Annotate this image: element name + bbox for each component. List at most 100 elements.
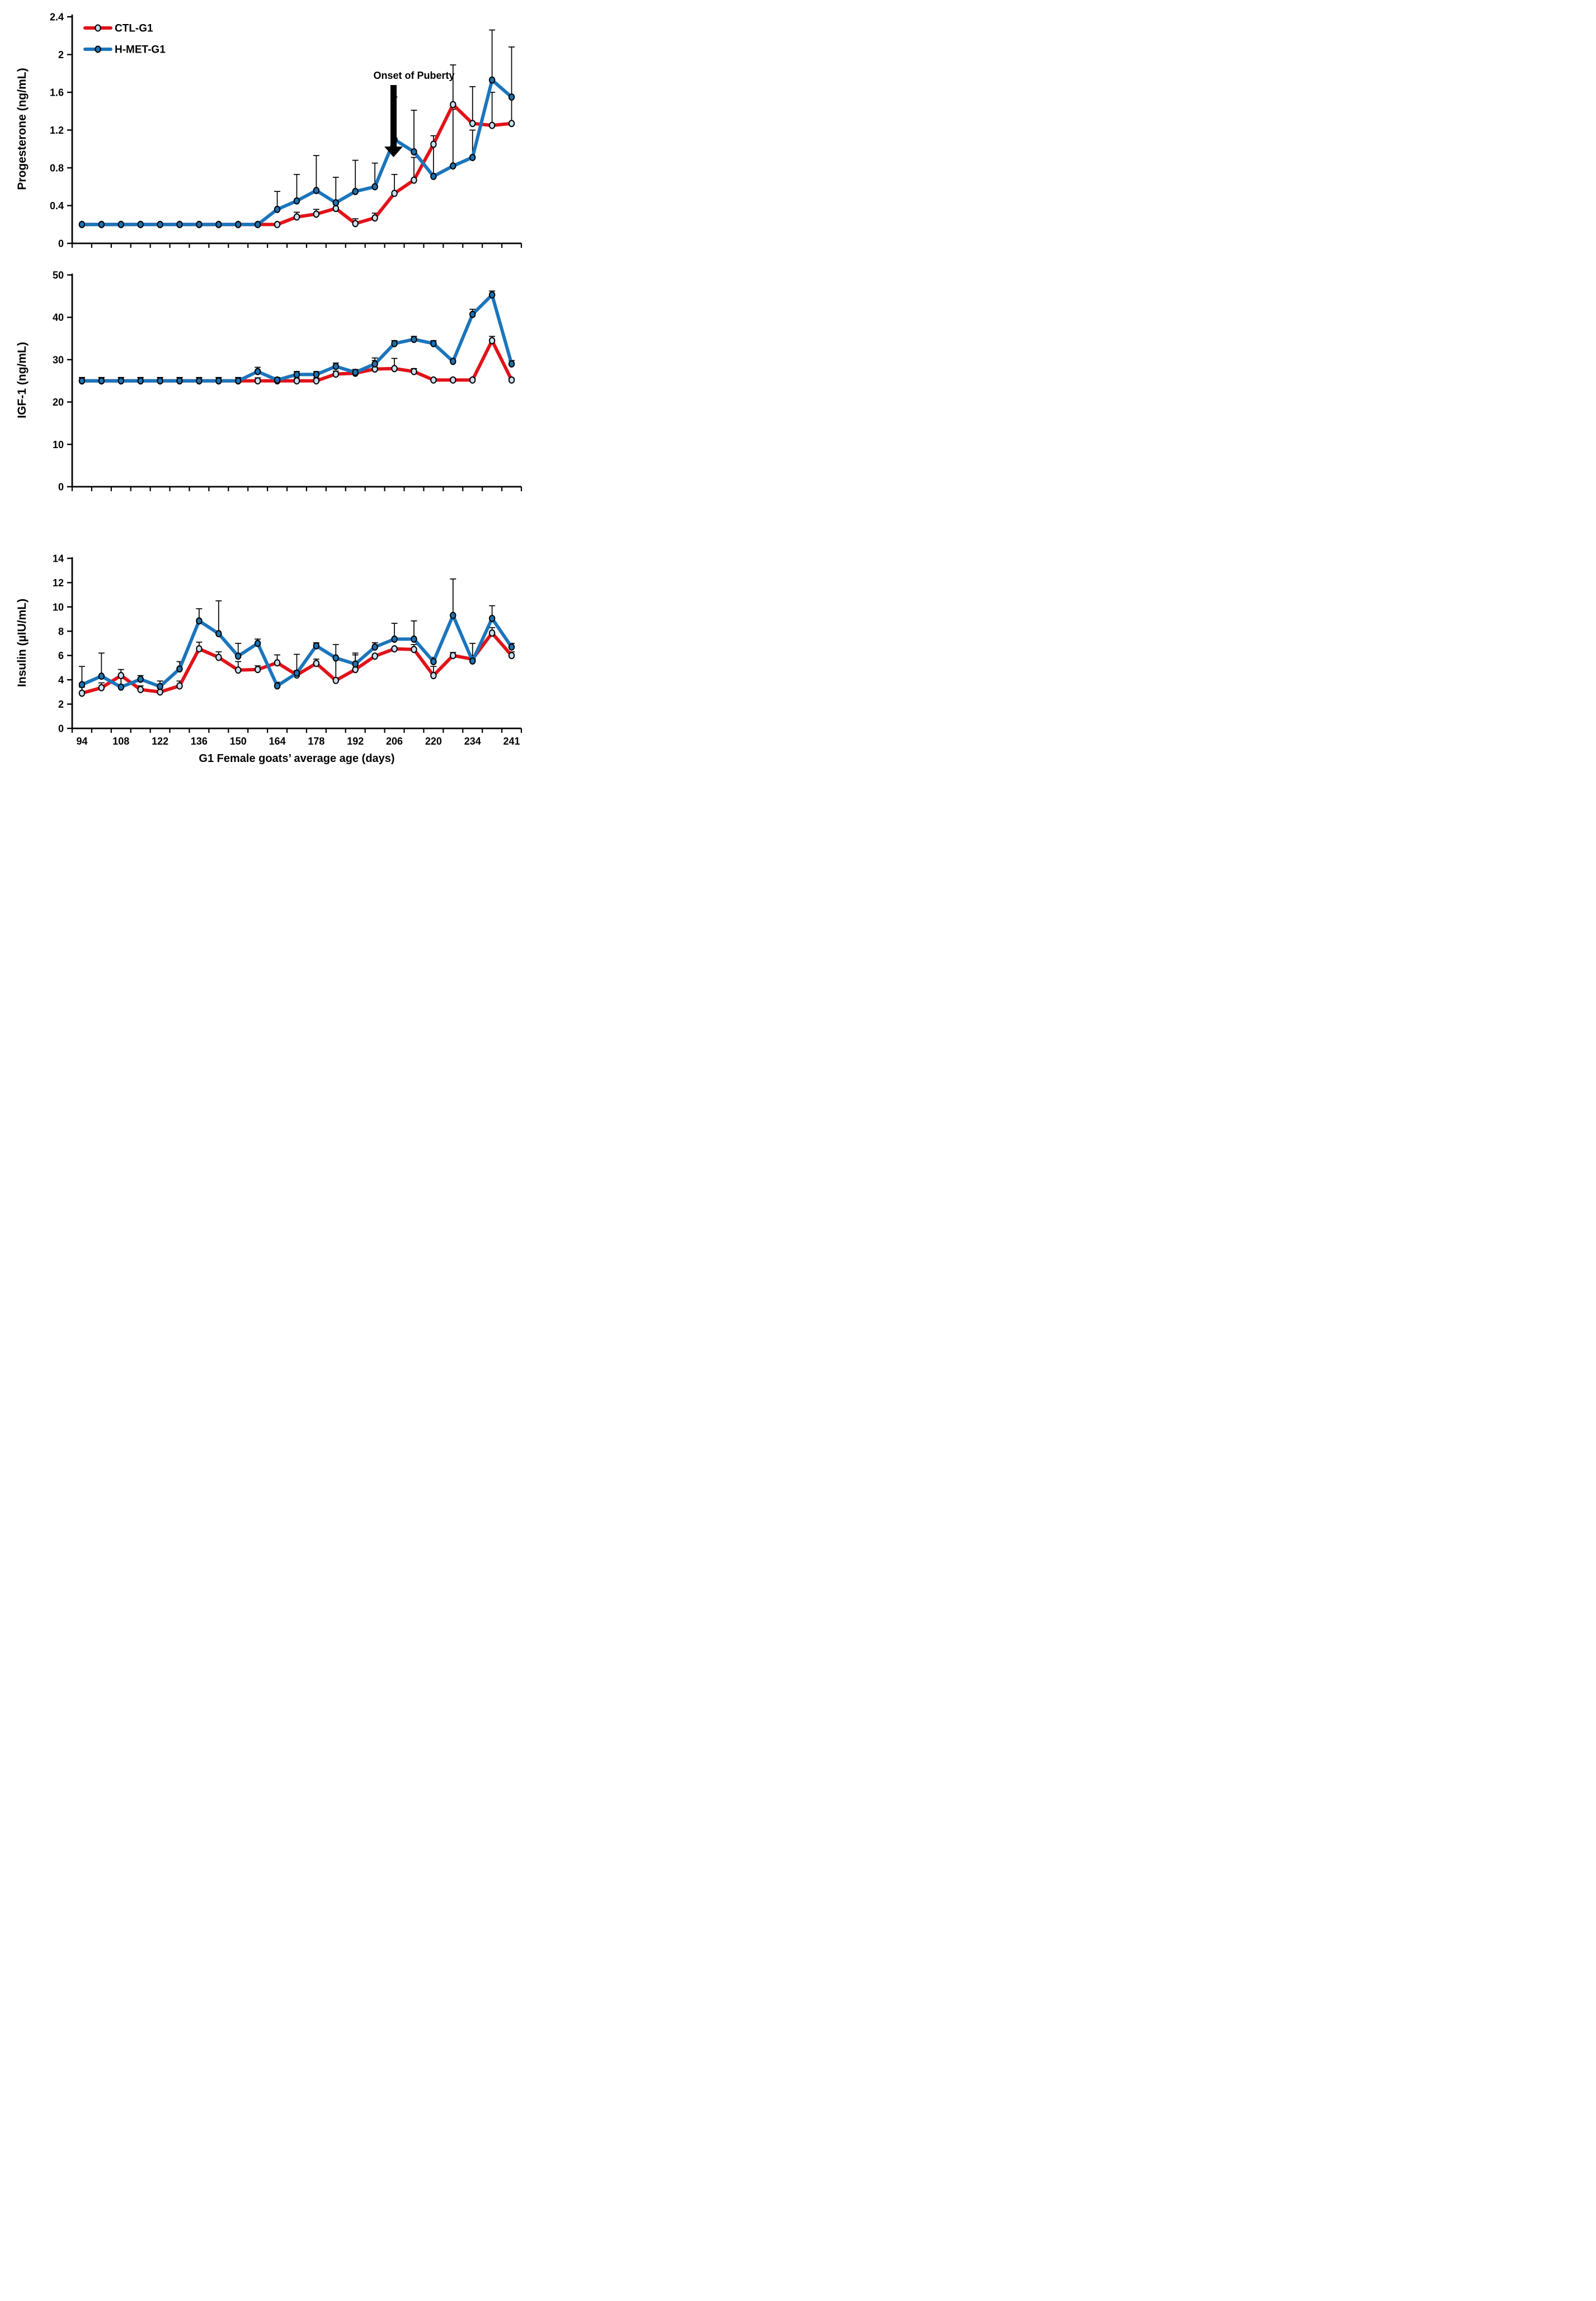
data-point-marker	[293, 370, 300, 378]
chart-canvas: 0 0.4 0.8 1.2 1.6 2 2.4 Progesterone (ng/mL) 0 10…	[16, 12, 522, 765]
data-point-marker	[411, 635, 417, 643]
down-arrow-stem	[390, 85, 397, 148]
data-point-marker	[157, 377, 163, 385]
x-tick-label: 241	[503, 736, 520, 747]
data-point-marker	[430, 172, 437, 180]
data-point-marker	[78, 681, 86, 689]
y-tick-label: 1.2	[50, 125, 64, 136]
x-axis-title: G1 Female goats’ average age (days)	[199, 752, 394, 765]
data-point-marker	[430, 658, 437, 666]
data-point-marker	[157, 683, 163, 690]
x-tick-label: 122	[152, 736, 168, 747]
data-point-marker	[313, 370, 320, 378]
three-panel-hormone-chart: 0 0.4 0.8 1.2 1.6 2 2.4 Progesterone (ng/mL) 0 10…	[0, 0, 532, 767]
ctl-g1-markers	[78, 101, 515, 228]
ctl-g1-legend-marker	[95, 24, 101, 32]
data-point-marker	[352, 220, 359, 228]
y-tick-label: 40	[53, 312, 64, 323]
y-tick-label: 0.4	[50, 200, 64, 211]
data-point-marker	[293, 669, 300, 677]
annotation-text: Onset of Puberty	[373, 70, 454, 81]
legend: CTL-G1 H-MET-G1	[83, 23, 166, 56]
data-point-marker	[254, 368, 261, 375]
data-point-marker	[508, 643, 515, 651]
h-met-g1-error-bars	[78, 578, 515, 688]
data-point-marker	[450, 376, 456, 384]
y-tick-label: 50	[53, 270, 64, 281]
x-tick-label: 164	[269, 736, 286, 747]
data-point-marker	[98, 684, 105, 691]
data-point-marker	[235, 377, 242, 385]
x-tick-label: 94	[76, 736, 87, 747]
data-point-marker	[371, 214, 378, 222]
data-point-marker	[488, 121, 496, 129]
data-point-marker	[391, 635, 398, 643]
data-point-marker	[215, 377, 222, 385]
data-point-marker	[274, 659, 281, 667]
data-point-marker	[332, 654, 340, 662]
x-tick-label: 136	[191, 736, 208, 747]
data-point-marker	[469, 376, 476, 384]
data-point-marker	[137, 377, 144, 385]
data-point-marker	[508, 120, 515, 128]
x-tick-label: 178	[308, 736, 324, 747]
y-tick-label: 0	[58, 238, 64, 250]
data-point-marker	[508, 360, 515, 368]
x-tick-label: 234	[464, 736, 481, 747]
data-point-marker	[430, 140, 437, 148]
data-point-marker	[488, 76, 496, 84]
y-axis-title: Progesterone (ng/mL)	[16, 68, 29, 190]
data-point-marker	[391, 365, 398, 373]
data-point-marker	[508, 93, 515, 101]
data-point-marker	[137, 686, 144, 694]
data-point-marker	[352, 187, 359, 195]
y-tick-label: 0	[58, 723, 64, 735]
data-point-marker	[98, 377, 105, 385]
data-point-marker	[196, 377, 203, 385]
data-point-marker	[430, 340, 437, 347]
panel-igf-1: 0 10 20 30 40 50 IGF-1 (ng/mL)	[16, 270, 522, 493]
x-tick-label: 206	[386, 736, 403, 747]
y-tick-label: 14	[53, 553, 64, 564]
data-point-marker	[254, 377, 261, 385]
y-tick-label: 10	[53, 439, 64, 450]
down-arrow-icon	[384, 147, 403, 157]
y-tick-label: 2	[58, 49, 64, 60]
data-point-marker	[411, 368, 417, 375]
data-point-marker	[98, 220, 105, 228]
data-point-marker	[411, 336, 417, 343]
data-point-marker	[215, 630, 222, 638]
y-tick-label: 12	[53, 577, 64, 589]
axis-lines	[71, 557, 521, 730]
data-point-marker	[254, 220, 261, 228]
data-point-marker	[430, 672, 437, 680]
y-tick-label: 4	[58, 675, 64, 686]
h-met-g1-legend-label: H-MET-G1	[115, 44, 166, 56]
data-point-marker	[117, 672, 124, 680]
data-point-marker	[371, 360, 378, 368]
x-tick-label: 108	[112, 736, 129, 747]
data-point-marker	[313, 660, 320, 667]
data-point-marker	[488, 337, 496, 345]
h-met-g1-markers	[78, 611, 515, 691]
data-point-marker	[391, 340, 398, 347]
data-point-marker	[274, 220, 281, 228]
data-point-marker	[274, 205, 281, 213]
data-point-marker	[469, 310, 476, 318]
data-point-marker	[98, 672, 105, 680]
h-met-g1-markers	[78, 291, 515, 385]
data-point-marker	[411, 176, 417, 184]
data-point-marker	[488, 614, 496, 622]
data-point-marker	[352, 660, 359, 668]
y-tick-label: 2	[58, 699, 64, 710]
y-tick-label: 8	[58, 626, 64, 637]
data-point-marker	[254, 666, 261, 674]
data-point-marker	[117, 377, 124, 385]
y-tick-label: 2.4	[50, 12, 64, 23]
data-point-marker	[371, 183, 378, 191]
data-point-marker	[450, 162, 456, 170]
data-point-marker	[469, 120, 476, 128]
data-point-marker	[157, 220, 163, 228]
data-point-marker	[450, 101, 456, 109]
data-point-marker	[215, 220, 222, 228]
